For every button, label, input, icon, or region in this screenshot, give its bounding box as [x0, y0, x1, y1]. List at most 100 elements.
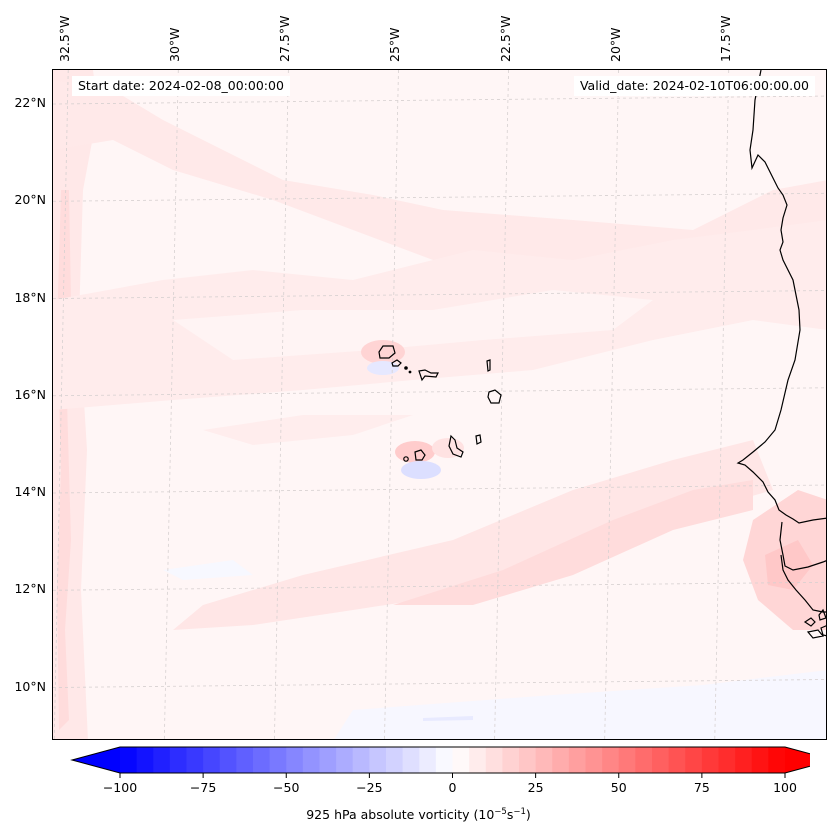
- latitude-label: 14°N: [14, 484, 46, 500]
- latitude-label: 22°N: [14, 95, 46, 111]
- vorticity-negative-patch-west: [163, 560, 253, 580]
- latitude-label: 12°N: [14, 581, 46, 597]
- map-panel: [52, 69, 827, 740]
- coastlines: [378, 70, 826, 639]
- vorticity-coastal-core: [765, 540, 813, 590]
- island-santiago: [448, 434, 464, 458]
- colorbar-segment: [319, 747, 337, 773]
- island-brava: [403, 456, 409, 462]
- island-sao-vicente: [391, 359, 402, 367]
- colorbar-tick-label: 100: [773, 780, 797, 795]
- parallel-gridline: [53, 192, 826, 202]
- dipole-positive-santiago: [432, 438, 464, 458]
- valid-date-label: Valid_date: 2024-02-10T06:00:00.00: [573, 76, 815, 96]
- colorbar-segment: [452, 747, 470, 773]
- meridian-gridline: [604, 70, 620, 739]
- colorbar-segment: [186, 747, 204, 773]
- start-date-label: Start date: 2024-02-08_00:00:00: [72, 76, 290, 96]
- island-sao-nicolau: [418, 369, 439, 382]
- colorbar-segment: [469, 747, 487, 773]
- colorbar-segment: [768, 747, 786, 773]
- colorbar-tick-label: −100: [102, 780, 138, 795]
- longitude-label: 20°W: [607, 27, 623, 62]
- colorbar-segment: [253, 747, 271, 773]
- dipole-negative-santo-antao: [367, 361, 399, 375]
- coastline-bijagos-2: [818, 608, 826, 621]
- colorbar-segment: [519, 747, 537, 773]
- colorbar-segment: [419, 747, 437, 773]
- colorbar-segment: [120, 747, 138, 773]
- vorticity-negative-patch-south-thin: [423, 716, 473, 721]
- coastline-bijagos-4: [820, 625, 826, 637]
- colorbar-variable: 925 hPa absolute vorticity: [306, 807, 470, 822]
- vorticity-band-central-light: [173, 290, 653, 360]
- parallel-gridline: [53, 95, 826, 105]
- colorbar-segment: [236, 747, 254, 773]
- latitude-label: 16°N: [14, 386, 46, 402]
- vorticity-negative-strip-south: [334, 670, 826, 739]
- latitude-label: 20°N: [14, 192, 46, 208]
- island-santo-antao: [378, 345, 396, 359]
- latitude-label: 10°N: [14, 678, 46, 694]
- dipole-negative-fogo: [401, 461, 441, 479]
- colorbar-segment: [585, 747, 603, 773]
- colorbar-units-exp1: −5: [494, 807, 507, 817]
- colorbar-units-mid: s: [506, 807, 514, 822]
- colorbar-segment: [352, 747, 370, 773]
- dipole-positive-santo-antao: [361, 340, 405, 364]
- graticule: [53, 70, 826, 739]
- island-boa-vista: [487, 389, 502, 404]
- meridian-gridline: [494, 70, 509, 739]
- colorbar-segment: [136, 747, 154, 773]
- island-santa-luzia: [404, 366, 408, 370]
- vorticity-band-south-core: [393, 480, 753, 605]
- colorbar-tick-label: 25: [527, 780, 544, 795]
- colorbar-ticks: [119, 773, 786, 778]
- colorbar-label: 925 hPa absolute vorticity (10−5s−1): [0, 807, 837, 822]
- colorbar-segment: [602, 747, 620, 773]
- island-sal: [486, 359, 491, 372]
- meridian-gridline: [274, 70, 289, 739]
- colorbar-units-suffix: ): [525, 807, 531, 822]
- colorbar-segments: [72, 747, 810, 773]
- island-fogo: [414, 449, 426, 461]
- colorbar-segment: [169, 747, 187, 773]
- colorbar-segment: [751, 747, 769, 773]
- colorbar-tick-label: −75: [189, 780, 217, 795]
- colorbar-segment: [685, 747, 703, 773]
- island-raso: [408, 370, 412, 374]
- longitude-label: 27.5°W: [277, 15, 293, 62]
- colorbar: [70, 746, 810, 778]
- coastline-bijagos-1: [803, 617, 816, 627]
- colorbar-tick-label: −50: [273, 780, 300, 795]
- meridian-gridline: [163, 70, 179, 739]
- colorbar-segment: [718, 747, 736, 773]
- vorticity-band-southwest: [203, 415, 413, 445]
- vorticity-band-northwest: [53, 80, 826, 280]
- longitude-label: 30°W: [167, 27, 183, 62]
- colorbar-segment: [402, 747, 420, 773]
- colorbar-segment: [153, 747, 171, 773]
- coastline-bijagos-3: [806, 629, 825, 639]
- colorbar-units-exp2: −1: [513, 807, 526, 817]
- colorbar-segment: [618, 747, 636, 773]
- colorbar-segment: [369, 747, 387, 773]
- longitude-label: 32.5°W: [57, 15, 73, 62]
- meridian-gridline: [384, 70, 399, 739]
- meridian-gridline: [714, 70, 730, 739]
- colorbar-segment: [535, 747, 553, 773]
- colorbar-extend-max: [785, 747, 810, 773]
- colorbar-tick-label: 0: [448, 780, 457, 795]
- colorbar-segment: [219, 747, 237, 773]
- coastline-west-africa: [736, 70, 826, 524]
- colorbar-tick-label: −25: [356, 780, 383, 795]
- latitude-label: 18°N: [14, 289, 46, 305]
- colorbar-segment: [735, 747, 753, 773]
- colorbar-segment: [668, 747, 686, 773]
- colorbar-segment: [552, 747, 570, 773]
- colorbar-segment: [336, 747, 354, 773]
- colorbar-segment: [485, 747, 503, 773]
- colorbar-segment: [502, 747, 520, 773]
- vorticity-map: [53, 70, 826, 739]
- colorbar-tick-label: 75: [693, 780, 710, 795]
